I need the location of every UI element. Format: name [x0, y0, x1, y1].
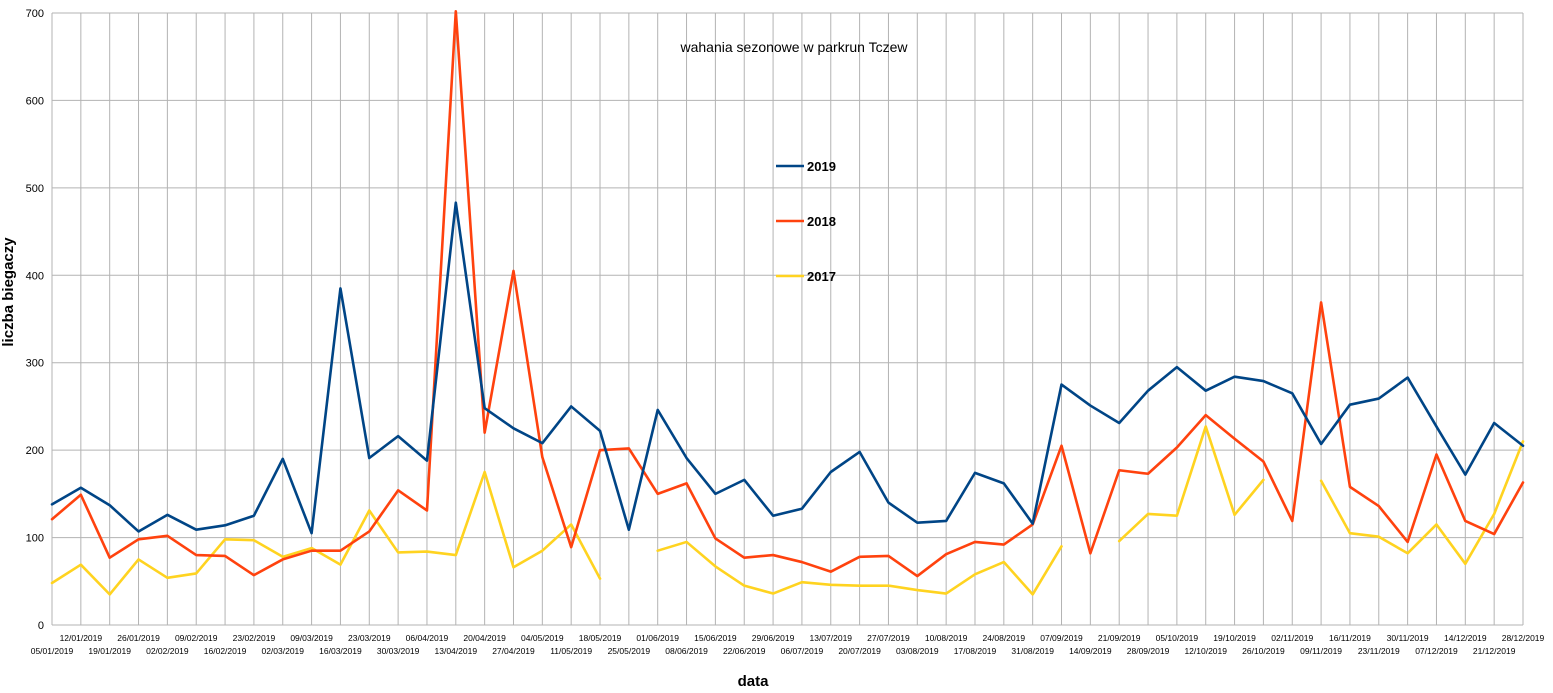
x-tick-label: 02/02/2019	[146, 646, 189, 656]
x-tick-label: 29/06/2019	[752, 633, 795, 643]
x-tick-label: 19/10/2019	[1213, 633, 1256, 643]
y-tick-label: 0	[38, 620, 44, 632]
x-tick-label: 12/01/2019	[60, 633, 103, 643]
x-tick-label: 31/08/2019	[1011, 646, 1054, 656]
x-tick-label: 14/12/2019	[1444, 633, 1487, 643]
x-tick-label: 05/10/2019	[1156, 633, 1199, 643]
x-tick-label: 26/01/2019	[117, 633, 160, 643]
x-tick-label: 14/09/2019	[1069, 646, 1112, 656]
x-tick-label: 09/11/2019	[1300, 646, 1342, 656]
y-tick-label: 700	[26, 8, 44, 20]
legend-label-2017: 2017	[807, 269, 836, 284]
x-tick-label: 30/03/2019	[377, 646, 420, 656]
x-tick-label: 01/06/2019	[636, 633, 679, 643]
x-tick-label: 16/03/2019	[319, 646, 362, 656]
x-tick-label: 12/10/2019	[1184, 646, 1227, 656]
x-tick-label: 23/11/2019	[1358, 646, 1400, 656]
x-tick-label: 17/08/2019	[954, 646, 997, 656]
x-tick-label: 28/09/2019	[1127, 646, 1170, 656]
y-axis-title: liczba biegaczy	[0, 237, 17, 347]
x-tick-label: 26/10/2019	[1242, 646, 1285, 656]
x-tick-label: 06/04/2019	[406, 633, 449, 643]
x-tick-label: 02/03/2019	[261, 646, 304, 656]
x-tick-label: 02/11/2019	[1271, 633, 1313, 643]
series-line-2018	[50, 9, 1525, 578]
x-tick-label: 06/07/2019	[781, 646, 824, 656]
x-tick-label: 09/02/2019	[175, 633, 218, 643]
x-tick-label: 16/11/2019	[1329, 633, 1371, 643]
x-tick-label: 22/06/2019	[723, 646, 766, 656]
legend-label-2019: 2019	[807, 159, 836, 174]
x-tick-label: 21/12/2019	[1473, 646, 1516, 656]
x-axis-title: data	[738, 673, 770, 690]
x-tick-label: 28/12/2019	[1502, 633, 1545, 643]
y-axis-ticks: 0 100 200 300 400 500 600 700	[26, 8, 44, 632]
x-tick-label: 13/07/2019	[809, 633, 852, 643]
y-tick-label: 400	[26, 270, 44, 282]
x-axis-ticks: 05/01/2019 12/01/2019 19/01/2019 26/01/2019…	[31, 633, 1545, 656]
x-tick-label: 27/07/2019	[867, 633, 910, 643]
x-tick-label: 27/04/2019	[492, 646, 535, 656]
x-tick-label: 03/08/2019	[896, 646, 939, 656]
series-line-2019	[50, 201, 1525, 535]
gridlines	[51, 12, 1524, 626]
x-tick-label: 05/01/2019	[31, 646, 74, 656]
x-tick-label: 21/09/2019	[1098, 633, 1141, 643]
x-tick-label: 30/11/2019	[1387, 633, 1429, 643]
chart-title: wahania sezonowe w parkrun Tczew	[680, 39, 909, 55]
x-tick-label: 25/05/2019	[608, 646, 651, 656]
x-tick-label: 09/03/2019	[290, 633, 333, 643]
legend-label-2018: 2018	[807, 214, 836, 229]
x-tick-label: 04/05/2019	[521, 633, 564, 643]
x-tick-label: 16/02/2019	[204, 646, 247, 656]
x-tick-label: 19/01/2019	[88, 646, 131, 656]
x-tick-label: 20/04/2019	[463, 633, 506, 643]
x-tick-label: 07/09/2019	[1040, 633, 1083, 643]
y-tick-label: 100	[26, 533, 44, 545]
y-tick-label: 600	[26, 95, 44, 107]
x-tick-label: 23/03/2019	[348, 633, 391, 643]
x-tick-label: 10/08/2019	[925, 633, 968, 643]
x-tick-label: 20/07/2019	[838, 646, 881, 656]
legend: 2019 2018 2017	[776, 159, 836, 284]
y-tick-label: 300	[26, 358, 44, 370]
series-line-2017	[50, 425, 1525, 596]
x-tick-label: 11/05/2019	[550, 646, 592, 656]
x-tick-label: 08/06/2019	[665, 646, 708, 656]
x-tick-label: 07/12/2019	[1415, 646, 1458, 656]
y-tick-label: 200	[26, 445, 44, 457]
x-tick-label: 23/02/2019	[233, 633, 276, 643]
x-tick-label: 15/06/2019	[694, 633, 737, 643]
x-tick-label: 18/05/2019	[579, 633, 622, 643]
x-tick-label: 24/08/2019	[983, 633, 1026, 643]
x-tick-label: 13/04/2019	[435, 646, 478, 656]
series-lines	[50, 9, 1525, 596]
y-tick-label: 500	[26, 183, 44, 195]
